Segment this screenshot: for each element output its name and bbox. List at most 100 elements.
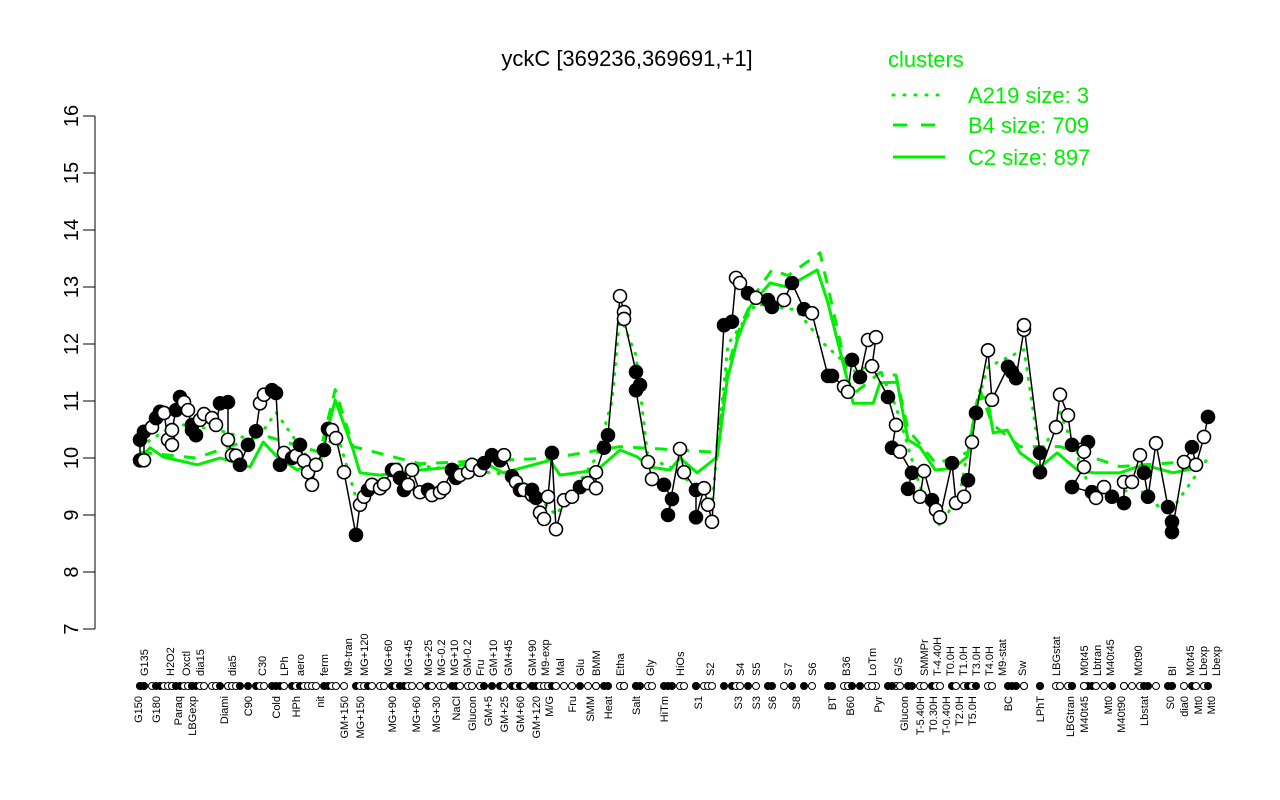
- data-point: [1176, 454, 1192, 470]
- data-point: [1064, 479, 1080, 495]
- x-tick-label-bottom: Mt0: [1103, 696, 1115, 714]
- data-point: [536, 511, 552, 527]
- data-point: [248, 423, 264, 439]
- x-tick-label-top: GM+90: [527, 640, 539, 676]
- x-tick-label-top: C30: [257, 656, 269, 676]
- x-tick-label-top: T0.0H: [945, 646, 957, 676]
- rug-mark: [988, 682, 996, 690]
- rug-mark: [380, 682, 388, 690]
- x-tick-label-top: Gly: [645, 659, 657, 676]
- x-tick-label-top: Lbtran: [1092, 645, 1104, 676]
- data-point: [844, 352, 860, 368]
- rug-mark: [584, 682, 592, 690]
- rug-mark: [260, 682, 268, 690]
- rug-mark: [216, 682, 224, 690]
- rug-mark: [592, 682, 600, 690]
- data-point: [540, 489, 556, 505]
- data-point: [272, 457, 288, 473]
- x-tick-label-top: M9-stat: [997, 639, 1009, 676]
- rug-mark: [552, 682, 560, 690]
- x-tick-labels: G135 H2O2 Oxctl dia15 dia5 C30 LPh aero ferm M9-t…: [133, 634, 1223, 739]
- data-point: [1048, 419, 1064, 435]
- x-tick-label-bottom: BT: [827, 696, 839, 710]
- rug-mark: [920, 682, 928, 690]
- data-point: [784, 275, 800, 291]
- x-tick-label-top: MG+60: [383, 640, 395, 676]
- x-tick-label-top: GM-0.2: [462, 639, 474, 676]
- data-point: [644, 471, 660, 487]
- data-point: [676, 464, 692, 480]
- rug-mark: [904, 682, 912, 690]
- data-point: [348, 527, 364, 543]
- data-point: [656, 477, 672, 493]
- x-tick-label-top: HiOs: [675, 651, 687, 676]
- x-tick-label-top: Oxctl: [181, 651, 193, 676]
- rug-mark: [1020, 682, 1028, 690]
- data-point: [1160, 499, 1176, 515]
- x-tick-label-bottom: S8: [791, 696, 803, 709]
- data-point: [164, 437, 180, 453]
- data-point: [688, 509, 704, 525]
- x-tick-label-top: Sw: [1017, 661, 1029, 676]
- data-point: [840, 384, 856, 400]
- data-point: [1016, 317, 1032, 333]
- data-point: [220, 432, 236, 448]
- rug-mark: [200, 682, 208, 690]
- data-point: [1064, 437, 1080, 453]
- x-tick-label-top: G/S: [893, 657, 905, 676]
- rug-mark: [1068, 682, 1076, 690]
- rug-mark: [560, 682, 568, 690]
- x-tick-label-bottom: nit: [315, 696, 327, 708]
- x-tick-label-bottom: Pyr: [873, 696, 885, 713]
- x-tick-label-bottom: B60: [845, 696, 857, 716]
- data-point: [1132, 447, 1148, 463]
- x-tick-label-bottom: M40t45: [1079, 696, 1091, 733]
- rug-mark: [428, 682, 436, 690]
- data-point: [804, 305, 820, 321]
- data-point: [968, 405, 984, 421]
- data-point: [1196, 429, 1212, 445]
- rug-mark: [1056, 682, 1064, 690]
- rug-mark: [340, 682, 348, 690]
- data-point: [292, 437, 308, 453]
- y-tick-label: 8: [61, 566, 83, 577]
- x-tick-label-top: Lbexp: [1211, 646, 1223, 676]
- data-point: [880, 389, 896, 405]
- rug-mark: [416, 682, 424, 690]
- data-point: [628, 364, 644, 380]
- data-point: [960, 472, 976, 488]
- rug-mark: [828, 682, 836, 690]
- rug-mark: [1128, 682, 1136, 690]
- data-point: [1088, 490, 1104, 506]
- x-tick-label-top: SMMPr: [919, 639, 931, 676]
- data-point: [180, 402, 196, 418]
- x-tick-label-top: H2O2: [165, 647, 177, 676]
- x-tick-label-bottom: T5.0H: [967, 696, 979, 726]
- x-tick-label-top: S7: [783, 663, 795, 676]
- data-point: [852, 369, 868, 385]
- x-tick-label-top: Etha: [615, 652, 627, 676]
- data-point: [156, 405, 172, 421]
- x-tick-label-bottom: MG+90: [387, 696, 399, 732]
- data-point: [864, 358, 880, 374]
- rug-mark: [1100, 682, 1108, 690]
- data-point: [436, 480, 452, 496]
- x-tick-label-top: Mal: [555, 658, 567, 676]
- rug-mark: [936, 682, 944, 690]
- data-point: [1032, 445, 1048, 461]
- y-tick-label: 13: [61, 276, 83, 298]
- rug-mark: [788, 682, 796, 690]
- rug-mark: [244, 682, 252, 690]
- x-tick-label-bottom: G150: [133, 696, 145, 723]
- rug-mark: [780, 682, 788, 690]
- data-point: [308, 457, 324, 473]
- x-tick-label-bottom: SMM: [585, 696, 597, 722]
- rug-mark: [632, 682, 640, 690]
- data-point: [672, 441, 688, 457]
- x-tick-label-bottom: GM+120: [531, 696, 543, 739]
- data-point: [944, 455, 960, 471]
- y-tick-label: 16: [61, 105, 83, 127]
- data-point: [240, 437, 256, 453]
- rug-mark: [1012, 682, 1020, 690]
- x-tick-label-top: S5: [751, 663, 763, 676]
